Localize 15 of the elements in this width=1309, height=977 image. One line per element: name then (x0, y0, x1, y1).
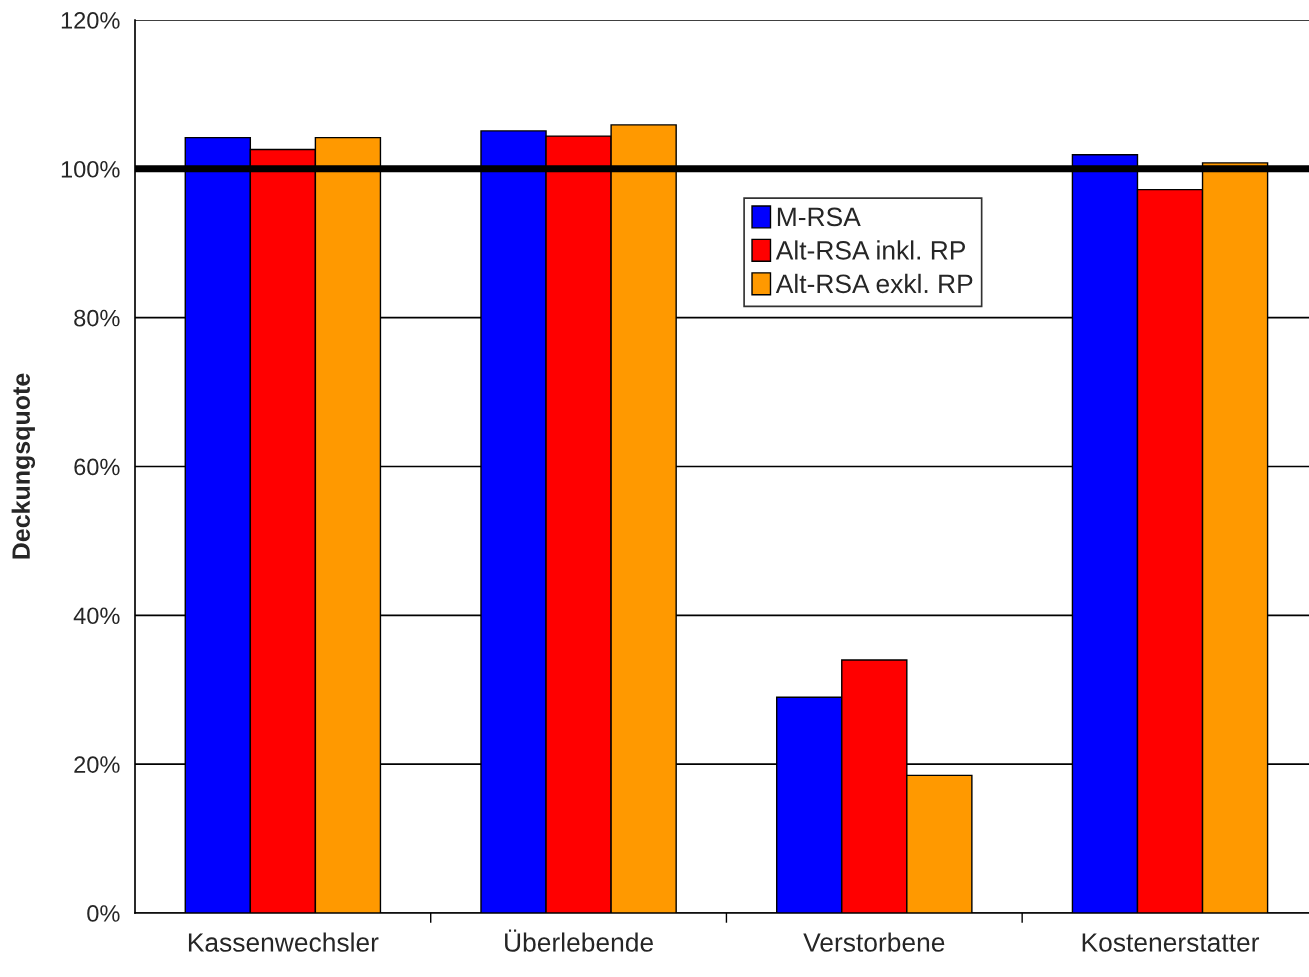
y-tick-label: 60% (74, 458, 120, 476)
x-tick-label: Kassenwechsler (188, 932, 379, 952)
x-tick-label: Überlebende (505, 929, 653, 952)
y-tick-label: 0% (87, 905, 120, 922)
x-tick-label: Kostenerstatter (1082, 933, 1260, 952)
x-tick-label: Verstorbene (803, 932, 945, 952)
legend-label: M-RSA (777, 207, 861, 227)
y-axis-title: Deckungsquote (11, 373, 36, 559)
legend-label: Alt-RSA exkl. RP (775, 273, 973, 294)
y-tick-label: 40% (73, 607, 120, 625)
y-tick-label: 80% (74, 309, 120, 327)
y-tick-label: 20% (74, 756, 120, 773)
y-tick-label: 120% (61, 12, 120, 29)
y-tick-label: 100% (61, 160, 120, 178)
legend-label: Alt-RSA inkl. RP (775, 240, 966, 260)
